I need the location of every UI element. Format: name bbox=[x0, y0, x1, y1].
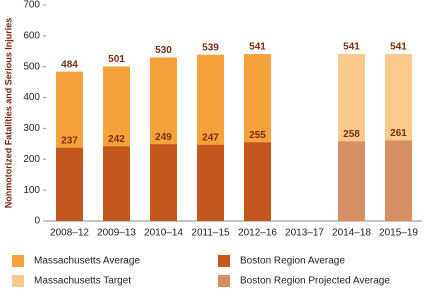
x-tick-label: 2013–17 bbox=[285, 228, 324, 239]
bar bbox=[103, 146, 130, 221]
data-label: 541 bbox=[249, 42, 266, 53]
data-label: 247 bbox=[202, 132, 219, 143]
legend-label: Boston Region Average bbox=[240, 256, 345, 267]
x-tick-label: 2011–15 bbox=[191, 228, 230, 239]
legend-swatch bbox=[218, 255, 230, 267]
y-axis-label: Nonmotorized Fatalities and Serious Inju… bbox=[3, 18, 13, 209]
x-tick-label: 2015–19 bbox=[379, 228, 418, 239]
x-tick-label: 2008–12 bbox=[50, 228, 89, 239]
y-tick-label: 400 bbox=[23, 92, 40, 103]
legend-label: Boston Region Projected Average bbox=[240, 276, 390, 287]
x-tick-label: 2014–18 bbox=[332, 228, 371, 239]
legend-swatch bbox=[218, 275, 230, 287]
data-label: 541 bbox=[343, 42, 360, 53]
data-label: 258 bbox=[343, 129, 360, 140]
x-tick-label: 2012–16 bbox=[238, 228, 277, 239]
y-tick-label: 0 bbox=[34, 216, 40, 227]
data-label: 255 bbox=[249, 130, 266, 141]
data-label: 261 bbox=[390, 128, 407, 139]
bar bbox=[197, 144, 224, 221]
data-label: 484 bbox=[61, 59, 78, 70]
legend-swatch bbox=[12, 255, 24, 267]
y-tick-label: 100 bbox=[23, 185, 40, 196]
data-label: 249 bbox=[155, 132, 172, 143]
data-label: 541 bbox=[390, 42, 407, 53]
bar bbox=[244, 142, 271, 221]
bar bbox=[56, 147, 83, 221]
x-tick-label: 2009–13 bbox=[97, 228, 136, 239]
y-tick-label: 700 bbox=[23, 0, 40, 11]
y-tick-label: 600 bbox=[23, 30, 40, 41]
legend-label: Massachusetts Target bbox=[34, 276, 131, 287]
bar bbox=[338, 141, 365, 221]
bar bbox=[150, 144, 177, 221]
y-tick-label: 300 bbox=[23, 123, 40, 134]
y-tick-label: 500 bbox=[23, 61, 40, 72]
legend-swatch bbox=[12, 275, 24, 287]
y-tick-label: 200 bbox=[23, 154, 40, 165]
data-label: 530 bbox=[155, 45, 172, 56]
data-label: 501 bbox=[108, 54, 125, 65]
data-label: 237 bbox=[61, 136, 78, 147]
bar bbox=[385, 140, 412, 221]
legend-label: Massachusetts Average bbox=[34, 256, 140, 267]
data-label: 242 bbox=[108, 134, 125, 145]
x-tick-label: 2010–14 bbox=[144, 228, 183, 239]
data-label: 539 bbox=[202, 42, 219, 53]
